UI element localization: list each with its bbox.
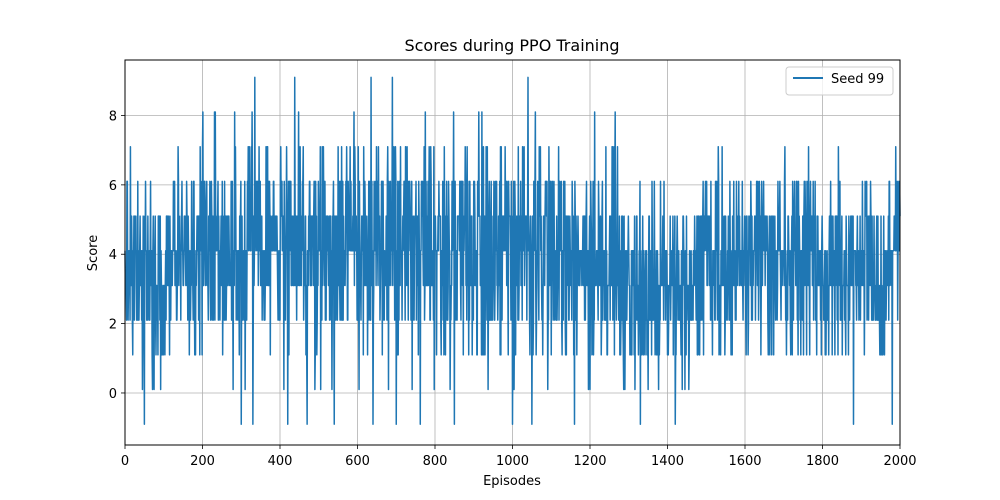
y-tick-label: 4 [109, 248, 117, 263]
series-line-seed-99 [124, 76, 901, 425]
x-tick-label: 200 [190, 454, 215, 469]
x-tick-label: 0 [121, 454, 129, 469]
y-tick-label: 0 [109, 387, 117, 402]
y-axis: 0 2 4 6 8 [109, 109, 125, 402]
legend-box [785, 66, 894, 96]
x-tick-label: 600 [345, 454, 370, 469]
series-group [124, 76, 901, 425]
x-axis: 0 200 400 600 800 1000 1200 1400 1600 1800 2000 [121, 445, 917, 469]
x-tick-label: 1800 [806, 454, 839, 469]
y-tick-label: 2 [109, 318, 117, 333]
x-tick-label: 400 [268, 454, 293, 469]
x-tick-label: 2000 [883, 454, 916, 469]
legend: Seed 99 [785, 66, 894, 96]
x-axis-label: Episodes [483, 474, 541, 489]
legend-label: Seed 99 [831, 72, 884, 87]
x-tick-label: 1200 [573, 454, 606, 469]
x-tick-label: 1600 [728, 454, 761, 469]
y-tick-label: 8 [109, 109, 117, 124]
y-tick-label: 6 [109, 179, 117, 194]
x-tick-label: 800 [423, 454, 448, 469]
x-tick-label: 1400 [651, 454, 684, 469]
chart-title: Scores during PPO Training [404, 36, 619, 55]
x-tick-label: 1000 [496, 454, 529, 469]
y-axis-label: Score [86, 235, 101, 271]
